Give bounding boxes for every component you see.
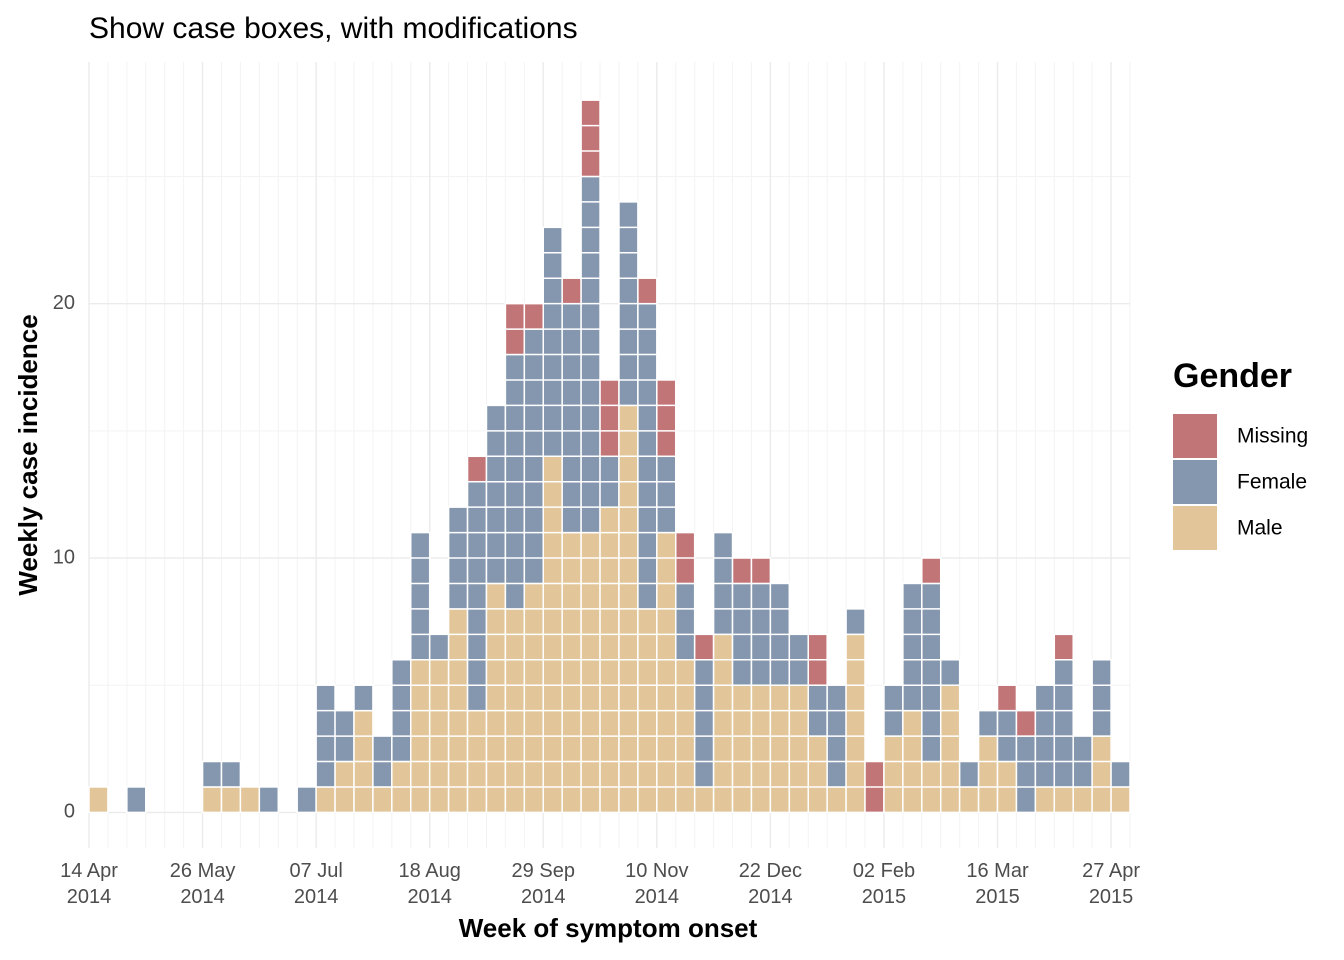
legend-label: Male — [1237, 517, 1283, 540]
case-segment — [693, 659, 715, 788]
case-segment — [977, 709, 999, 737]
case-segment — [561, 277, 582, 305]
case-segment — [466, 455, 488, 483]
case-segment — [788, 684, 809, 814]
case-segment — [996, 684, 1018, 712]
y-tick-label: 10 — [53, 546, 75, 568]
y-axis-title: Weekly case incidence — [13, 314, 43, 595]
case-segment — [580, 531, 601, 814]
case-segment — [1110, 786, 1131, 814]
case-segment — [939, 659, 961, 686]
case-segment — [712, 633, 734, 814]
y-tick-label: 20 — [53, 292, 75, 314]
case-segment — [239, 786, 261, 814]
case-segment — [315, 786, 336, 814]
legend-key — [1173, 414, 1217, 458]
case-segment — [693, 786, 715, 814]
case-segment — [921, 557, 942, 585]
case-segment — [466, 480, 488, 712]
case-segment — [1091, 735, 1112, 814]
legend-label: Missing — [1237, 425, 1308, 448]
case-segment — [656, 455, 677, 534]
chart-title: Show case boxes, with modifications — [89, 12, 578, 45]
x-tick-label: 07 Jul 2014 — [289, 860, 342, 908]
case-segment — [1053, 659, 1074, 788]
case-segment — [1015, 709, 1037, 737]
case-segment — [523, 302, 545, 330]
case-segment — [126, 786, 147, 814]
x-tick-label: 10 Nov 2014 — [625, 860, 688, 908]
case-segment — [201, 786, 223, 814]
legend-label: Female — [1237, 471, 1307, 494]
case-segment — [1110, 760, 1131, 788]
bars — [88, 99, 1131, 814]
case-segment — [561, 302, 582, 534]
case-segment — [220, 786, 242, 814]
case-segment — [1015, 735, 1037, 814]
case-segment — [428, 633, 450, 661]
y-tick-label: 0 — [64, 801, 75, 823]
case-segment — [656, 531, 677, 814]
case-segment — [731, 557, 753, 585]
case-segment — [769, 684, 791, 814]
case-segment — [485, 404, 507, 585]
case-segment — [807, 735, 828, 814]
case-segment — [958, 786, 980, 814]
x-tick-label: 02 Feb 2015 — [853, 860, 915, 908]
case-segment — [656, 379, 677, 458]
case-segment — [1034, 786, 1056, 814]
case-segment — [826, 786, 847, 814]
case-segment — [939, 684, 961, 814]
case-segment — [1072, 786, 1093, 814]
x-tick-label: 18 Aug 2014 — [399, 860, 461, 908]
x-axis-title: Week of symptom onset — [459, 913, 758, 943]
case-segment — [542, 226, 563, 458]
case-segment — [1053, 786, 1074, 814]
case-segment — [410, 531, 431, 661]
x-tick-label: 22 Dec 2014 — [739, 860, 802, 908]
case-segment — [958, 760, 980, 788]
x-tick-label: 16 Mar 2015 — [966, 860, 1029, 908]
case-segment — [201, 760, 223, 788]
x-tick-label: 14 Apr 2014 — [60, 860, 118, 908]
case-segment — [88, 786, 109, 814]
case-segment — [637, 277, 658, 305]
case-segment — [902, 582, 923, 712]
case-segment — [296, 786, 317, 814]
case-segment — [599, 379, 620, 458]
case-segment — [353, 684, 374, 712]
case-segment — [1053, 633, 1074, 661]
case-segment — [750, 557, 772, 585]
case-segment — [220, 760, 242, 788]
case-segment — [523, 582, 545, 814]
legend-key — [1173, 460, 1217, 504]
case-segment — [750, 684, 772, 814]
case-segment — [693, 633, 715, 661]
case-segment — [580, 99, 601, 178]
case-segment — [883, 735, 904, 814]
legend-title: Gender — [1173, 357, 1292, 395]
case-segment — [845, 633, 866, 814]
case-segment — [485, 582, 507, 814]
x-tick-label: 27 Apr 2015 — [1082, 860, 1140, 908]
case-segment — [674, 582, 696, 661]
case-segment — [921, 582, 942, 763]
case-segment — [845, 608, 866, 636]
case-segment — [977, 735, 999, 814]
case-segment — [731, 684, 753, 814]
case-segment — [258, 786, 280, 814]
case-segment — [372, 786, 393, 814]
x-tick-label: 26 May 2014 — [170, 860, 236, 908]
legend-key — [1173, 506, 1217, 550]
case-segment — [1091, 659, 1112, 737]
case-segment — [561, 531, 582, 814]
x-tick-label: 29 Sep 2014 — [512, 860, 575, 908]
